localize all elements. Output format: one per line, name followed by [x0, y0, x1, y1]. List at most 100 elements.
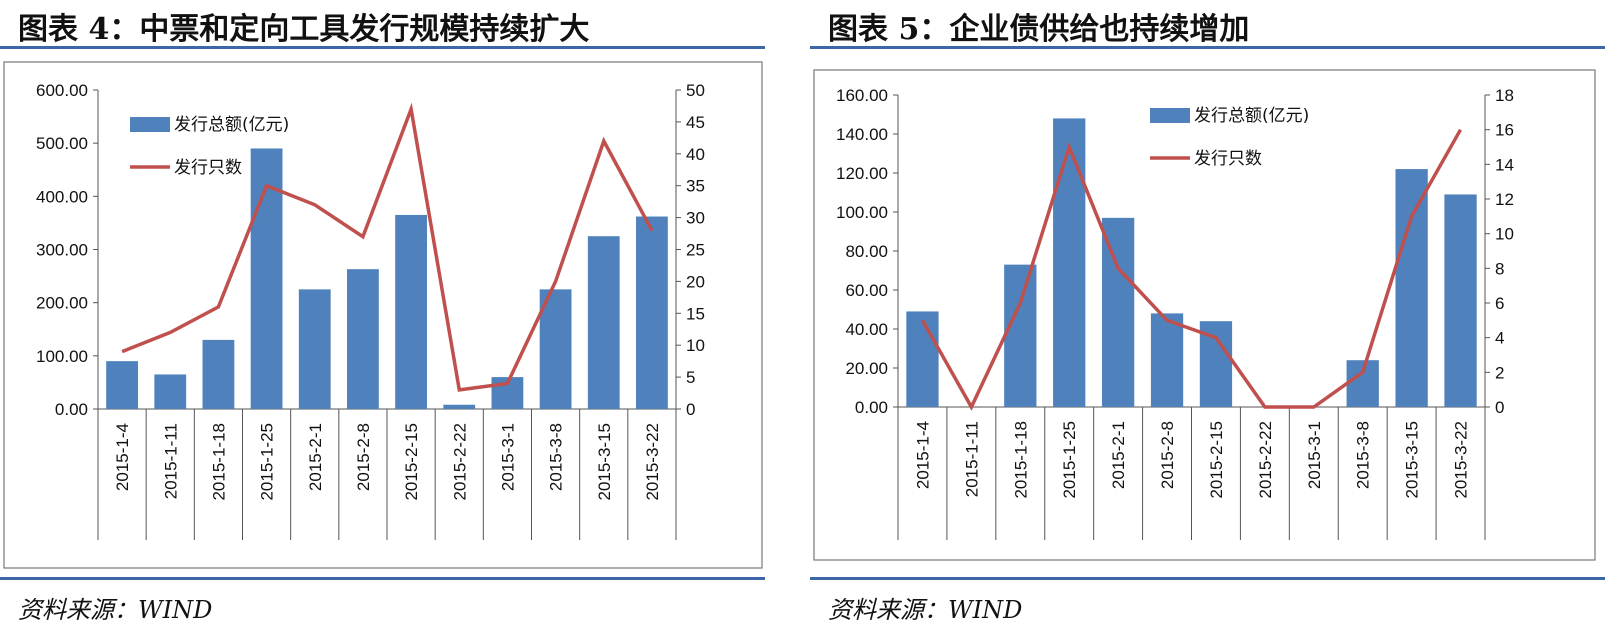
- y-right-tick-label: 0: [1495, 398, 1504, 417]
- x-tick-label: 2015-1-25: [258, 423, 277, 501]
- x-tick-label: 2015-2-22: [450, 423, 469, 501]
- bar: [587, 236, 620, 409]
- figure-4-panel: 图表 4：中票和定向工具发行规模持续扩大 0.00 100.00 200.00 300…: [0, 0, 770, 643]
- chart-frame: [813, 69, 1596, 561]
- x-tick-label: 2015-3-15: [1403, 421, 1422, 499]
- y-right-tick-label: 18: [1495, 86, 1514, 105]
- x-tick-label: 2015-3-22: [643, 423, 662, 501]
- title-rule: [0, 46, 765, 49]
- y-right-tick-label: 12: [1495, 190, 1514, 209]
- y-left-tick-label: 20.00: [845, 359, 888, 378]
- legend-swatch-bar: [1150, 108, 1190, 123]
- series-line: [121, 102, 654, 392]
- figure-title: 图表 4：中票和定向工具发行规模持续扩大: [18, 12, 590, 47]
- bar: [1150, 313, 1184, 407]
- y-left-tick-label: 300.00: [36, 241, 88, 260]
- x-tick-label: 2015-3-1: [1305, 421, 1324, 489]
- source-rule: [810, 577, 1605, 580]
- y-right-tick-label: 16: [1495, 121, 1514, 140]
- y-left-tick-label: 100.00: [836, 203, 888, 222]
- x-tick-label: 2015-2-22: [1256, 421, 1275, 499]
- x-tick-label: 2015-1-11: [161, 423, 180, 499]
- bar: [1101, 217, 1135, 407]
- legend-swatch-bar: [130, 117, 170, 132]
- figure-5-panel: 图表 5：企业债供给也持续增加 0.00 20.00 40.00 60.00 80.00…: [810, 0, 1605, 643]
- bar: [202, 339, 235, 409]
- x-tick-label: 2015-2-1: [1109, 421, 1128, 489]
- y-right-tick-label: 45: [686, 113, 705, 132]
- bar: [395, 214, 427, 409]
- x-tick-label: 2015-3-22: [1452, 421, 1471, 499]
- y-right-tick-label: 10: [1495, 225, 1514, 244]
- y-left-tick-label: 200.00: [36, 294, 88, 313]
- y-left-tick-label: 80.00: [845, 242, 888, 261]
- y-right-tick-label: 20: [686, 272, 705, 291]
- y-left-tick-label: 600.00: [36, 81, 88, 100]
- x-tick-label: 2015-1-11: [962, 421, 981, 497]
- legend-label-line: 发行只数: [174, 158, 242, 178]
- legend-label-bar: 发行总额(亿元): [174, 115, 289, 135]
- y-right-tick-label: 6: [1495, 294, 1504, 313]
- y-left-tick-label: 0.00: [855, 398, 888, 417]
- bar: [106, 361, 138, 409]
- chart-frame: [3, 61, 763, 569]
- y-right-tick-label: 25: [686, 241, 705, 260]
- bar: [1395, 169, 1428, 407]
- x-tick-label: 2015-3-15: [595, 423, 614, 501]
- chart-issuance-mtn: 0.00 100.00 200.00 300.00 400.00 500.00 600.00…: [3, 61, 763, 569]
- bar: [443, 404, 476, 409]
- y-left-tick-label: 60.00: [845, 281, 888, 300]
- y-right-tick-label: 15: [686, 304, 705, 323]
- x-tick-label: 2015-1-4: [913, 421, 932, 489]
- y-left-tick-label: 500.00: [36, 134, 88, 153]
- legend-label-line: 发行只数: [1194, 149, 1262, 169]
- bar: [539, 289, 572, 409]
- bar: [1444, 194, 1477, 407]
- x-tick-label: 2015-1-25: [1060, 421, 1079, 499]
- x-tick-label: 2015-1-4: [113, 423, 132, 491]
- x-tick-label: 2015-2-8: [354, 423, 373, 491]
- bar: [154, 374, 187, 409]
- y-left-tick-label: 120.00: [836, 164, 888, 183]
- y-right-tick-label: 0: [686, 400, 695, 419]
- y-right-tick-label: 5: [686, 368, 695, 387]
- source-rule: [0, 577, 765, 580]
- figure-title: 图表 5：企业债供给也持续增加: [828, 12, 1250, 47]
- y-left-tick-label: 400.00: [36, 187, 88, 206]
- y-right-tick-label: 2: [1495, 363, 1504, 382]
- y-right-tick-label: 35: [686, 177, 705, 196]
- y-left-tick-label: 40.00: [845, 320, 888, 339]
- bar: [1004, 264, 1037, 407]
- x-tick-label: 2015-3-8: [1354, 421, 1373, 489]
- bar: [636, 216, 668, 409]
- source-note: 资料来源：WIND: [828, 596, 1023, 624]
- chart-issuance-corporate: 0.00 20.00 40.00 60.00 80.00 100.00 120.00 140.…: [813, 69, 1596, 561]
- y-right-tick-label: 10: [686, 336, 705, 355]
- y-right-tick-label: 4: [1495, 329, 1504, 348]
- bar: [347, 269, 379, 409]
- y-left-tick-label: 0.00: [55, 400, 88, 419]
- source-note: 资料来源：WIND: [18, 596, 213, 624]
- y-right-tick-label: 50: [686, 81, 705, 100]
- bar: [298, 289, 331, 409]
- x-tick-label: 2015-1-18: [209, 423, 228, 501]
- series-line: [920, 128, 1463, 411]
- y-right-tick-label: 40: [686, 145, 705, 164]
- y-left-tick-label: 140.00: [836, 125, 888, 144]
- y-right-tick-label: 30: [686, 209, 705, 228]
- y-right-tick-label: 14: [1495, 155, 1514, 174]
- y-left-tick-label: 160.00: [836, 86, 888, 105]
- legend-label-bar: 发行总额(亿元): [1194, 106, 1309, 126]
- bar: [250, 148, 283, 409]
- x-tick-label: 2015-1-18: [1011, 421, 1030, 499]
- x-tick-label: 2015-3-8: [547, 423, 566, 491]
- x-tick-label: 2015-2-1: [306, 423, 325, 491]
- x-tick-label: 2015-2-15: [402, 423, 421, 501]
- y-left-tick-label: 100.00: [36, 347, 88, 366]
- title-rule: [810, 46, 1605, 49]
- bar: [906, 311, 939, 407]
- x-tick-label: 2015-2-15: [1207, 421, 1226, 499]
- x-tick-label: 2015-2-8: [1158, 421, 1177, 489]
- y-right-tick-label: 8: [1495, 259, 1504, 278]
- bar: [1053, 118, 1086, 408]
